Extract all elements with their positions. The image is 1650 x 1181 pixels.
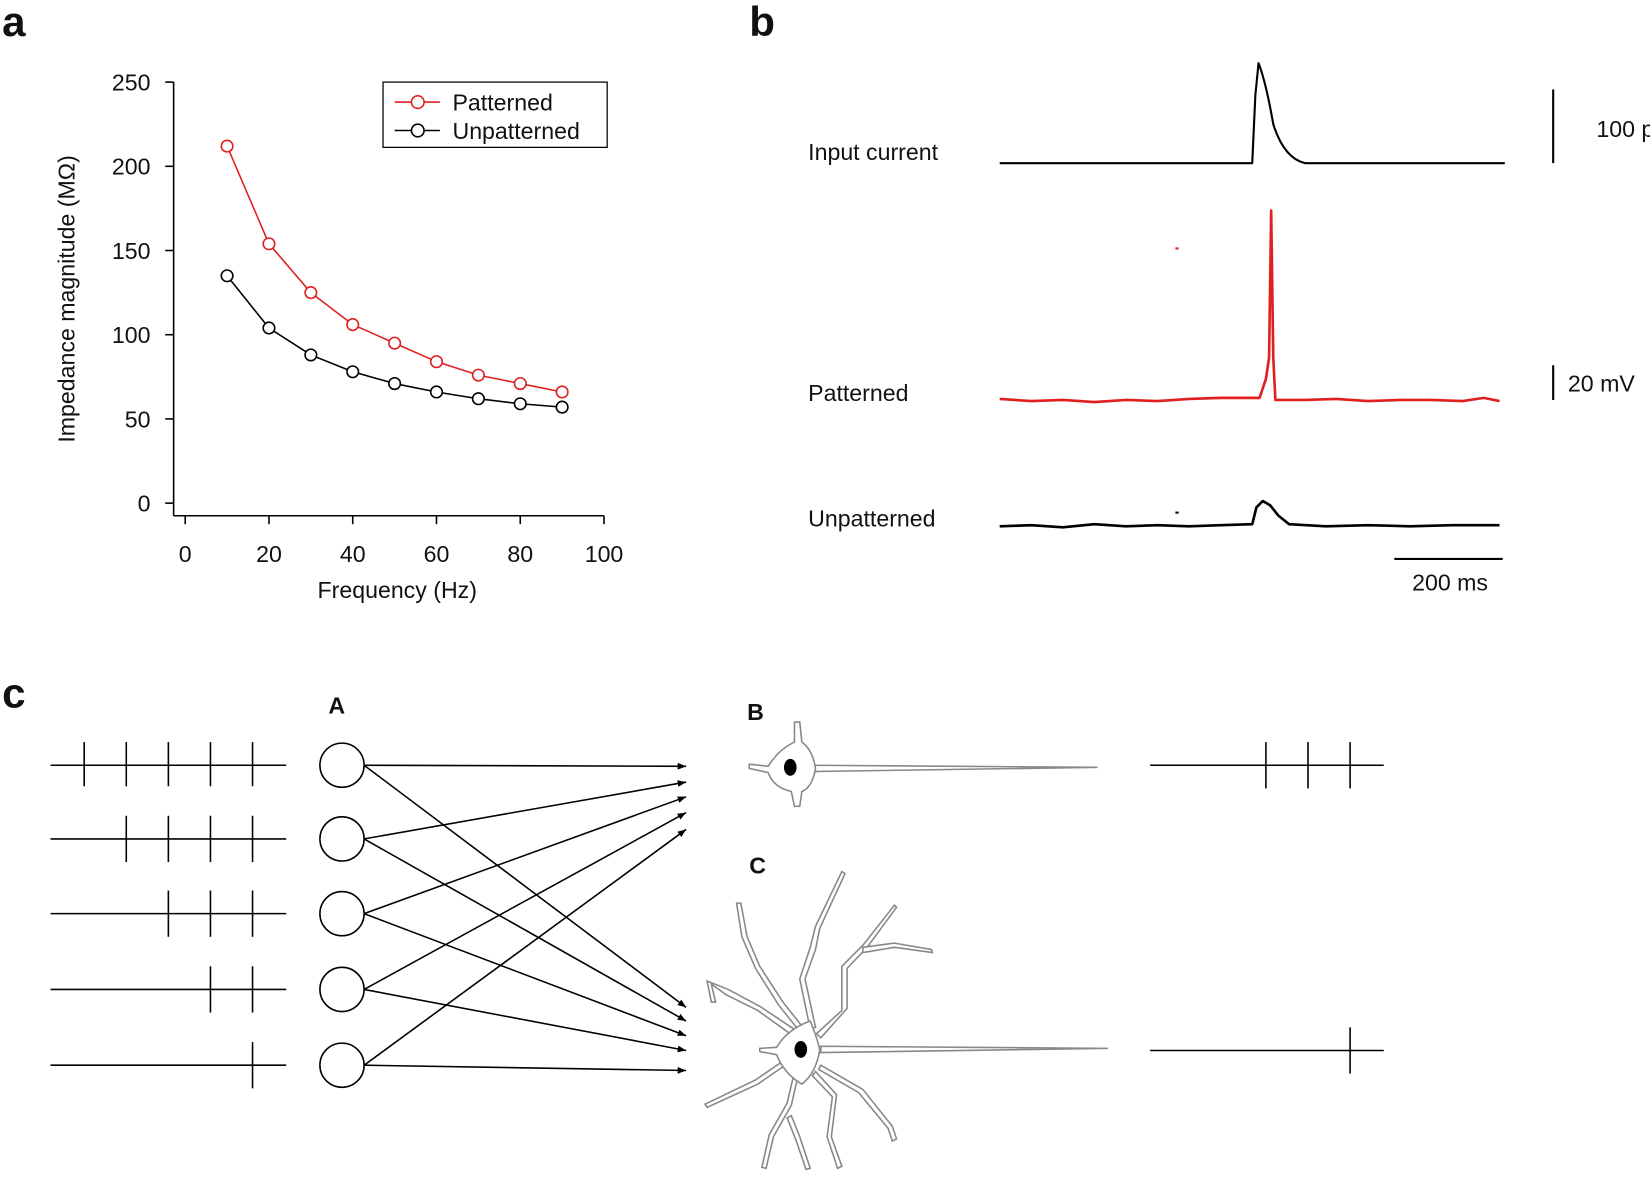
spike-trains: [50, 742, 1384, 1089]
x-tick-label: 0: [179, 541, 192, 567]
legend-marker: [410, 94, 425, 110]
x-tick-label: 80: [507, 541, 533, 567]
patterned-trace: [999, 209, 1500, 404]
marker: [262, 321, 276, 335]
panel-label: c: [2, 669, 25, 716]
marker: [388, 336, 402, 350]
marker: [471, 368, 485, 382]
y-tick-label: 50: [125, 406, 151, 432]
marker: [429, 385, 444, 399]
marker: [388, 376, 402, 391]
marker: [513, 376, 527, 391]
marker: [555, 400, 569, 414]
group-label: A: [328, 693, 345, 719]
marker: [304, 348, 318, 362]
panel-c: A B C: [50, 693, 1384, 1171]
marker: [555, 385, 569, 399]
group-label: C: [749, 853, 766, 879]
y-tick-label: 100: [112, 322, 151, 348]
x-tick-label: 60: [424, 541, 450, 567]
marker: [471, 392, 485, 406]
input-neurons: [319, 742, 365, 1089]
marker: [346, 365, 360, 379]
neuron-c: [703, 870, 1109, 1171]
marker: [513, 397, 527, 411]
neuron-b: [748, 721, 1098, 808]
y-tick-label: 0: [138, 491, 151, 517]
trace-label: Patterned: [808, 380, 908, 406]
marker: [429, 355, 444, 369]
x-tick-label: 20: [256, 541, 282, 567]
trace-label: Unpatterned: [808, 505, 935, 531]
legend-label: Unpatterned: [452, 118, 579, 144]
series-line: [226, 145, 563, 393]
line-chart: 0 50 100 150 200 250 0 20 40 60 80 100 Frequency (Hz…: [54, 70, 624, 603]
panel-b: Input current Patterned Unpatterned 100 …: [808, 62, 1650, 596]
input-trace: [999, 62, 1505, 165]
x-tick-label: 100: [585, 541, 624, 567]
panel-label: a: [2, 0, 26, 45]
y-tick-label: 150: [112, 238, 151, 264]
group-label: B: [747, 699, 764, 725]
x-axis-label: Frequency (Hz): [318, 577, 477, 603]
legend-marker: [410, 123, 425, 138]
marker: [220, 139, 234, 153]
y-tick-label: 200: [112, 154, 151, 180]
marker: [304, 286, 318, 300]
x-tick-label: 40: [340, 541, 366, 567]
unpatterned-trace: [999, 499, 1500, 529]
connections: [363, 762, 687, 1074]
legend-label: Patterned: [452, 90, 552, 116]
scale-label: 200 ms: [1412, 569, 1488, 595]
marker: [262, 237, 276, 251]
marker: [346, 318, 360, 332]
scale-label: 100 pA: [1596, 116, 1650, 142]
panel-label: b: [749, 0, 775, 45]
trace-label: Input current: [808, 139, 938, 165]
scale-label: 20 mV: [1568, 371, 1635, 397]
y-tick-label: 250: [112, 70, 151, 96]
marker: [220, 269, 234, 283]
y-axis-label: Impedance magnitude (MΩ): [54, 155, 80, 442]
